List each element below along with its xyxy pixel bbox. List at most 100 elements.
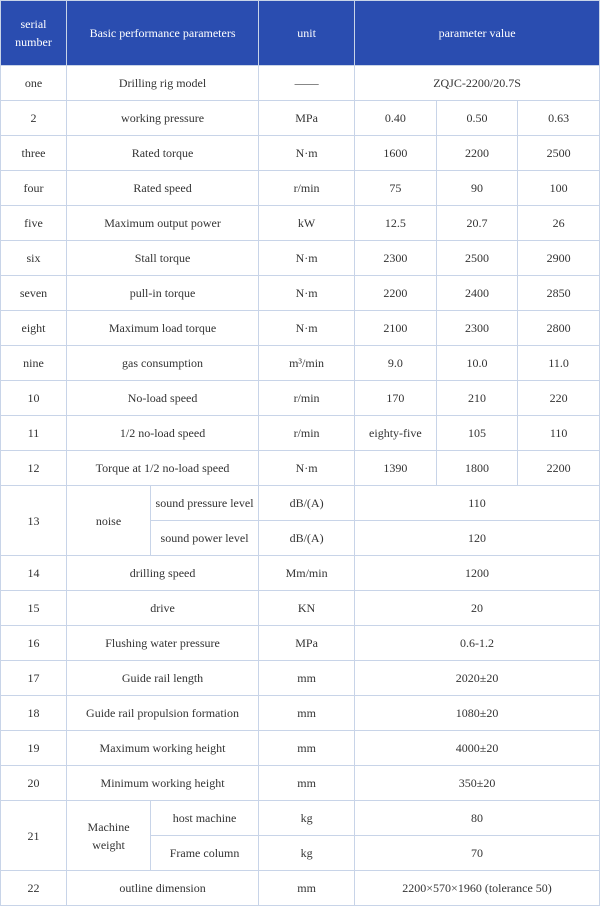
table-row: 21 Machine weight host machine kg 80 xyxy=(1,801,600,836)
cell-serial: four xyxy=(1,171,67,206)
cell-serial: 10 xyxy=(1,381,67,416)
cell-unit: dB/(A) xyxy=(259,486,355,521)
cell-param: Torque at 1/2 no-load speed xyxy=(67,451,259,486)
cell-value: 110 xyxy=(355,486,600,521)
cell-value: 1800 xyxy=(436,451,518,486)
cell-serial: 18 xyxy=(1,696,67,731)
cell-param: working pressure xyxy=(67,101,259,136)
cell-unit: KN xyxy=(259,591,355,626)
cell-value: 75 xyxy=(355,171,437,206)
table-row: 17 Guide rail length mm 2020±20 xyxy=(1,661,600,696)
cell-unit: r/min xyxy=(259,171,355,206)
table-row: 18 Guide rail propulsion formation mm 10… xyxy=(1,696,600,731)
cell-value: 0.6-1.2 xyxy=(355,626,600,661)
table-row: 12 Torque at 1/2 no-load speed N·m 1390 … xyxy=(1,451,600,486)
spec-table: serial number Basic performance paramete… xyxy=(0,0,600,906)
cell-value: 2200 xyxy=(518,451,600,486)
cell-param: gas consumption xyxy=(67,346,259,381)
cell-unit: kg xyxy=(259,836,355,871)
cell-unit: N·m xyxy=(259,311,355,346)
cell-param: drive xyxy=(67,591,259,626)
cell-value: 0.40 xyxy=(355,101,437,136)
header-param: Basic performance parameters xyxy=(67,1,259,66)
table-row: 19 Maximum working height mm 4000±20 xyxy=(1,731,600,766)
cell-value: 170 xyxy=(355,381,437,416)
cell-value: 4000±20 xyxy=(355,731,600,766)
cell-value: 2300 xyxy=(436,311,518,346)
cell-param: Maximum working height xyxy=(67,731,259,766)
cell-value: 2020±20 xyxy=(355,661,600,696)
cell-serial: seven xyxy=(1,276,67,311)
cell-serial: 14 xyxy=(1,556,67,591)
table-row: 22 outline dimension mm 2200×570×1960 (t… xyxy=(1,871,600,906)
cell-unit: —— xyxy=(259,66,355,101)
cell-subparam: sound pressure level xyxy=(151,486,259,521)
cell-param: Stall torque xyxy=(67,241,259,276)
cell-param: Guide rail length xyxy=(67,661,259,696)
header-unit: unit xyxy=(259,1,355,66)
cell-unit: dB/(A) xyxy=(259,521,355,556)
cell-value: 20 xyxy=(355,591,600,626)
cell-value: 1600 xyxy=(355,136,437,171)
cell-value: 11.0 xyxy=(518,346,600,381)
cell-value: 220 xyxy=(518,381,600,416)
cell-value: 1200 xyxy=(355,556,600,591)
cell-param: noise xyxy=(67,486,151,556)
cell-serial: 15 xyxy=(1,591,67,626)
cell-value: 2200 xyxy=(436,136,518,171)
cell-value: 0.50 xyxy=(436,101,518,136)
cell-unit: MPa xyxy=(259,626,355,661)
cell-serial: 12 xyxy=(1,451,67,486)
cell-unit: mm xyxy=(259,731,355,766)
cell-value: 110 xyxy=(518,416,600,451)
cell-serial: six xyxy=(1,241,67,276)
table-row: seven pull-in torque N·m 2200 2400 2850 xyxy=(1,276,600,311)
cell-subparam: sound power level xyxy=(151,521,259,556)
cell-serial: 11 xyxy=(1,416,67,451)
cell-unit: mm xyxy=(259,661,355,696)
cell-value: 12.5 xyxy=(355,206,437,241)
cell-serial: 17 xyxy=(1,661,67,696)
cell-value: 2300 xyxy=(355,241,437,276)
cell-unit: Mm/min xyxy=(259,556,355,591)
cell-value: 20.7 xyxy=(436,206,518,241)
table-row: 13 noise sound pressure level dB/(A) 110 xyxy=(1,486,600,521)
header-serial: serial number xyxy=(1,1,67,66)
table-row: three Rated torque N·m 1600 2200 2500 xyxy=(1,136,600,171)
cell-serial: 21 xyxy=(1,801,67,871)
cell-subparam: Frame column xyxy=(151,836,259,871)
cell-unit: N·m xyxy=(259,276,355,311)
cell-value: 2850 xyxy=(518,276,600,311)
cell-value: 10.0 xyxy=(436,346,518,381)
cell-param: Rated speed xyxy=(67,171,259,206)
cell-value: 1390 xyxy=(355,451,437,486)
cell-param: Guide rail propulsion formation xyxy=(67,696,259,731)
cell-serial: nine xyxy=(1,346,67,381)
table-row: five Maximum output power kW 12.5 20.7 2… xyxy=(1,206,600,241)
table-row: one Drilling rig model —— ZQJC-2200/20.7… xyxy=(1,66,600,101)
table-row: four Rated speed r/min 75 90 100 xyxy=(1,171,600,206)
cell-value: 120 xyxy=(355,521,600,556)
cell-value: 0.63 xyxy=(518,101,600,136)
cell-value: 26 xyxy=(518,206,600,241)
table-row: 11 1/2 no-load speed r/min eighty-five 1… xyxy=(1,416,600,451)
cell-unit: r/min xyxy=(259,416,355,451)
cell-param: Flushing water pressure xyxy=(67,626,259,661)
cell-value: 350±20 xyxy=(355,766,600,801)
cell-value: 210 xyxy=(436,381,518,416)
cell-serial: 20 xyxy=(1,766,67,801)
cell-unit: N·m xyxy=(259,451,355,486)
cell-serial: 22 xyxy=(1,871,67,906)
cell-param: 1/2 no-load speed xyxy=(67,416,259,451)
cell-param: pull-in torque xyxy=(67,276,259,311)
cell-value: ZQJC-2200/20.7S xyxy=(355,66,600,101)
cell-value: 2500 xyxy=(518,136,600,171)
cell-value: eighty-five xyxy=(355,416,437,451)
cell-serial: five xyxy=(1,206,67,241)
cell-param: Machine weight xyxy=(67,801,151,871)
table-row: 14 drilling speed Mm/min 1200 xyxy=(1,556,600,591)
cell-value: 2100 xyxy=(355,311,437,346)
cell-param: Minimum working height xyxy=(67,766,259,801)
cell-unit: mm xyxy=(259,696,355,731)
cell-value: 90 xyxy=(436,171,518,206)
